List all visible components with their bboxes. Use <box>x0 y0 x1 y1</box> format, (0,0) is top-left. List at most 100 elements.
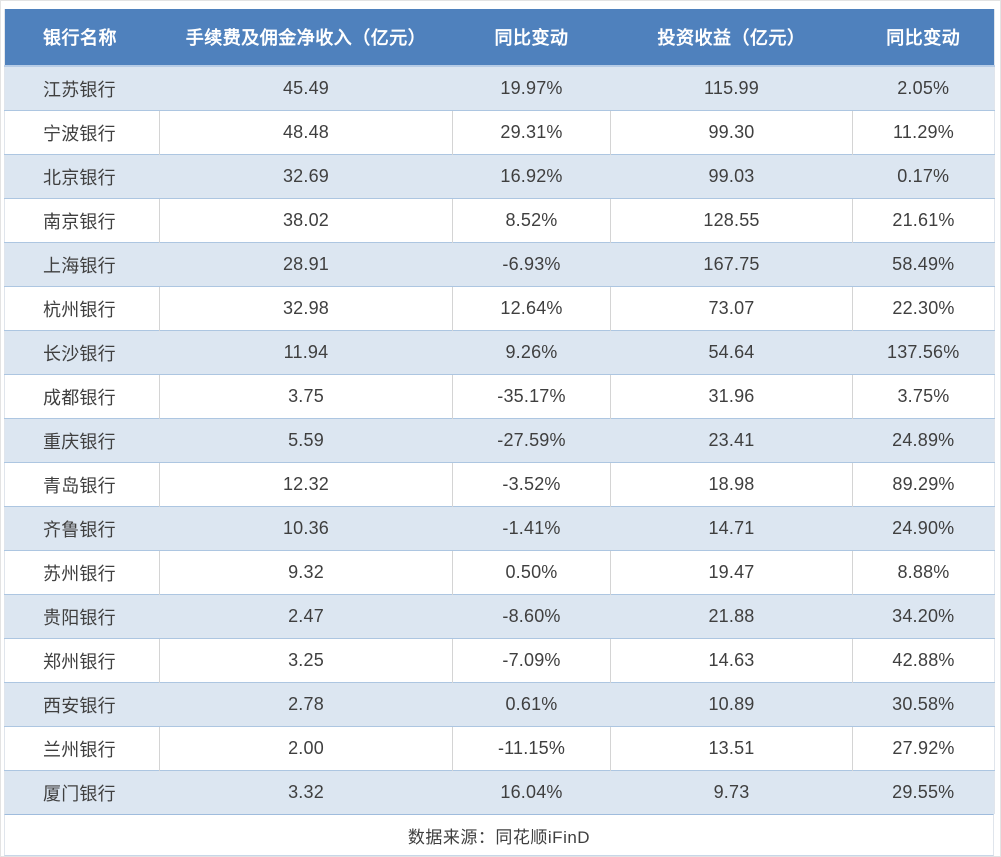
bank-metrics-table: 银行名称 手续费及佣金净收入（亿元） 同比变动 投资收益（亿元） 同比变动 江苏银行 45… <box>4 9 995 814</box>
value-cell: 22.30% <box>852 286 995 331</box>
table-row: 西安银行 2.78 0.61% 10.89 30.58% <box>4 682 995 727</box>
value-cell: -27.59% <box>452 418 611 463</box>
table-row: 兰州银行 2.00 -11.15% 13.51 27.92% <box>4 726 995 771</box>
value-cell: 10.36 <box>159 506 453 551</box>
value-cell: -11.15% <box>452 726 611 771</box>
value-cell: 32.98 <box>159 286 453 331</box>
value-cell: 89.29% <box>852 462 995 507</box>
bank-name-cell: 厦门银行 <box>4 770 160 814</box>
value-cell: 27.92% <box>852 726 995 771</box>
table-row: 郑州银行 3.25 -7.09% 14.63 42.88% <box>4 638 995 683</box>
bank-name-cell: 郑州银行 <box>4 638 160 683</box>
value-cell: 14.63 <box>610 638 853 683</box>
table-row: 苏州银行 9.32 0.50% 19.47 8.88% <box>4 550 995 595</box>
value-cell: 23.41 <box>610 418 853 463</box>
value-cell: 12.32 <box>159 462 453 507</box>
table-row: 长沙银行 11.94 9.26% 54.64 137.56% <box>4 330 995 375</box>
table-row: 宁波银行 48.48 29.31% 99.30 11.29% <box>4 110 995 155</box>
table-row: 重庆银行 5.59 -27.59% 23.41 24.89% <box>4 418 995 463</box>
value-cell: 2.00 <box>159 726 453 771</box>
value-cell: 38.02 <box>159 198 453 243</box>
column-header-2: 手续费及佣金净收入（亿元） <box>159 9 453 67</box>
table-row: 厦门银行 3.32 16.04% 9.73 29.55% <box>4 770 995 814</box>
value-cell: 3.75% <box>852 374 995 419</box>
table-row: 上海银行 28.91 -6.93% 167.75 58.49% <box>4 242 995 287</box>
column-header-4: 投资收益（亿元） <box>610 9 853 67</box>
bank-name-cell: 西安银行 <box>4 682 160 727</box>
table-header: 银行名称 手续费及佣金净收入（亿元） 同比变动 投资收益（亿元） 同比变动 <box>4 9 995 67</box>
bank-name-cell: 青岛银行 <box>4 462 160 507</box>
value-cell: 8.52% <box>452 198 611 243</box>
bank-name-cell: 兰州银行 <box>4 726 160 771</box>
value-cell: 24.89% <box>852 418 995 463</box>
column-header-3: 同比变动 <box>452 9 611 67</box>
bank-name-cell: 成都银行 <box>4 374 160 419</box>
value-cell: -3.52% <box>452 462 611 507</box>
value-cell: 45.49 <box>282 78 330 98</box>
table-row: 齐鲁银行 10.36 -1.41% 14.71 24.90% <box>4 506 995 551</box>
value-cell: 2.47 <box>159 594 453 639</box>
data-source-note: 数据来源：同花顺iFinD <box>4 814 994 856</box>
value-cell: 73.07 <box>610 286 853 331</box>
value-cell: 34.20% <box>852 594 995 639</box>
value-cell: 2.78 <box>159 682 453 727</box>
table-row: 青岛银行 12.32 -3.52% 18.98 89.29% <box>4 462 995 507</box>
bank-name-cell: 长沙银行 <box>4 330 160 375</box>
value-cell: 5.59 <box>159 418 453 463</box>
table-body: 江苏银行 45.49 19.97% 115.99 2.05% 宁波银行 48.48 29.31… <box>4 66 995 814</box>
value-cell: 12.64% <box>452 286 611 331</box>
value-cell: 42.88% <box>852 638 995 683</box>
bank-name-cell: 南京银行 <box>4 198 160 243</box>
value-cell: 3.25 <box>159 638 453 683</box>
value-cell: 19.97% <box>500 78 563 98</box>
value-cell: -6.93% <box>452 242 611 287</box>
value-cell: 9.32 <box>159 550 453 595</box>
value-cell: 13.51 <box>610 726 853 771</box>
value-cell: -8.60% <box>452 594 611 639</box>
value-cell: 0.17% <box>852 154 995 199</box>
value-cell: 137.56% <box>852 330 995 375</box>
value-cell: 115.99 <box>704 78 759 98</box>
bank-name-cell: 江苏银行 <box>43 79 116 100</box>
bank-name-cell: 贵阳银行 <box>4 594 160 639</box>
table-row: 杭州银行 32.98 12.64% 73.07 22.30% <box>4 286 995 331</box>
value-cell: 11.29% <box>852 110 995 155</box>
value-cell: 58.49% <box>852 242 995 287</box>
value-cell: 3.32 <box>159 770 453 814</box>
bank-name-cell: 上海银行 <box>4 242 160 287</box>
value-cell: 167.75 <box>610 242 853 287</box>
table-row: 贵阳银行 2.47 -8.60% 21.88 34.20% <box>4 594 995 639</box>
value-cell: 8.88% <box>852 550 995 595</box>
bank-name-cell: 北京银行 <box>4 154 160 199</box>
value-cell: 128.55 <box>610 198 853 243</box>
column-header-1: 银行名称 <box>4 9 160 67</box>
value-cell: 11.94 <box>159 330 453 375</box>
header-row: 银行名称 手续费及佣金净收入（亿元） 同比变动 投资收益（亿元） 同比变动 <box>4 9 995 67</box>
table-row: 南京银行 38.02 8.52% 128.55 21.61% <box>4 198 995 243</box>
value-cell: -1.41% <box>452 506 611 551</box>
value-cell: 28.91 <box>159 242 453 287</box>
bank-name-cell: 重庆银行 <box>4 418 160 463</box>
value-cell: 48.48 <box>159 110 453 155</box>
value-cell: 24.90% <box>852 506 995 551</box>
value-cell: 29.31% <box>452 110 611 155</box>
value-cell: 31.96 <box>610 374 853 419</box>
value-cell: 99.03 <box>610 154 853 199</box>
value-cell: 21.88 <box>610 594 853 639</box>
bank-name-cell: 苏州银行 <box>4 550 160 595</box>
value-cell: 14.71 <box>610 506 853 551</box>
value-cell: 18.98 <box>610 462 853 507</box>
value-cell: -7.09% <box>452 638 611 683</box>
value-cell: 32.69 <box>159 154 453 199</box>
column-header-5: 同比变动 <box>852 9 995 67</box>
value-cell: 10.89 <box>610 682 853 727</box>
bank-name-cell: 杭州银行 <box>4 286 160 331</box>
value-cell: 54.64 <box>610 330 853 375</box>
value-cell: 29.55% <box>852 770 995 814</box>
value-cell: 21.61% <box>852 198 995 243</box>
value-cell: 2.05% <box>897 78 950 98</box>
value-cell: -35.17% <box>452 374 611 419</box>
bank-name-cell: 齐鲁银行 <box>4 506 160 551</box>
value-cell: 9.26% <box>452 330 611 375</box>
